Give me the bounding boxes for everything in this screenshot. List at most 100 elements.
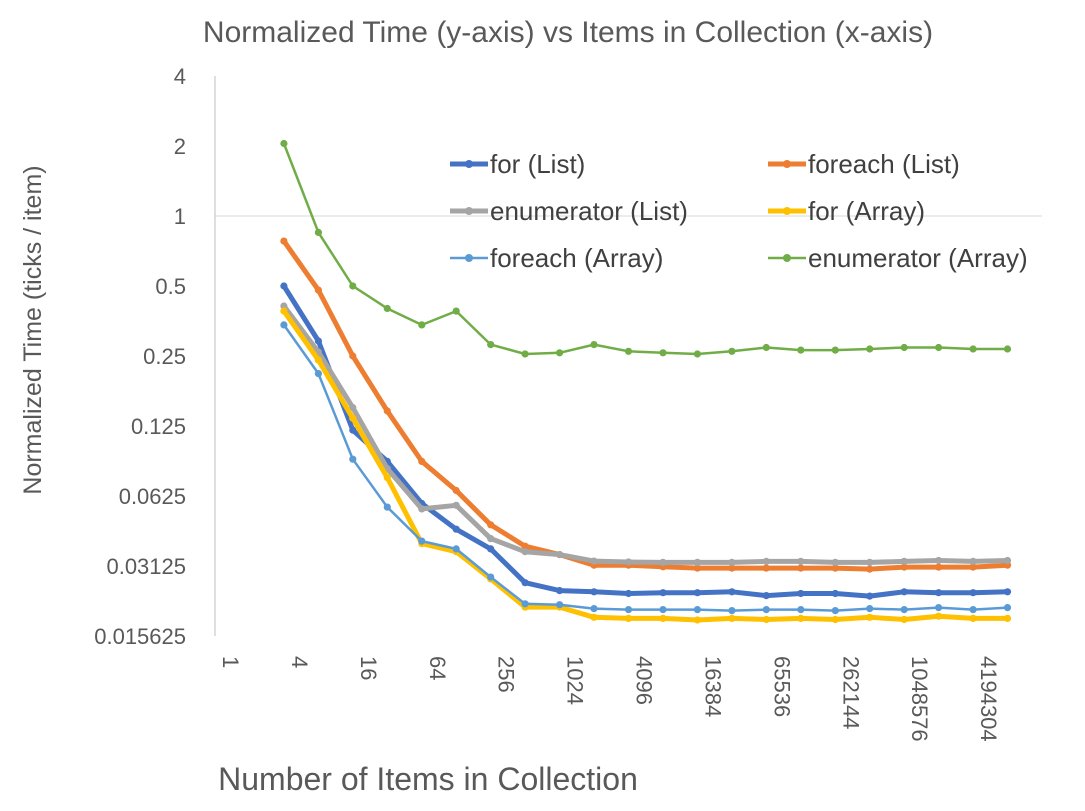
data-point <box>693 558 702 567</box>
data-point <box>693 350 702 358</box>
data-point <box>1003 556 1012 565</box>
data-point <box>831 558 839 567</box>
data-point <box>624 347 633 355</box>
data-point <box>900 563 908 571</box>
y-tick-label: 0.125 <box>131 414 186 439</box>
data-point <box>797 606 805 614</box>
data-point <box>280 307 288 315</box>
legend-item-for-list: for (List) <box>450 149 585 179</box>
data-point <box>590 605 598 613</box>
series-line-for-list <box>281 284 1008 599</box>
series-line-foreach-array <box>282 324 1008 612</box>
data-point <box>383 407 391 415</box>
data-point <box>831 615 839 624</box>
data-point <box>866 345 874 353</box>
y-tick-label: 0.25 <box>143 344 186 369</box>
legend-label: enumerator (Array) <box>808 243 1028 273</box>
data-point <box>866 592 874 600</box>
data-point <box>762 557 770 566</box>
data-point <box>866 565 874 573</box>
data-point <box>624 589 633 598</box>
series-line-foreach-list <box>281 239 1008 572</box>
legend-item-enumerator-list: enumerator (List) <box>450 196 688 226</box>
x-tick-label: 1048576 <box>907 656 932 742</box>
data-point <box>900 557 908 566</box>
data-point <box>728 564 736 572</box>
data-point <box>659 589 667 597</box>
data-point <box>728 347 736 355</box>
series-for-list <box>280 282 1012 600</box>
data-point <box>624 606 633 614</box>
y-tick-label: 0.03125 <box>106 554 186 579</box>
data-point <box>418 537 426 545</box>
x-tick-label: 65536 <box>769 656 794 717</box>
legend-label: enumerator (List) <box>490 196 688 226</box>
legend-marker <box>465 160 473 168</box>
data-point <box>935 343 943 352</box>
data-point <box>383 474 391 482</box>
data-point <box>728 558 736 567</box>
data-point <box>556 601 564 609</box>
series-enumerator-array <box>280 139 1012 358</box>
y-tick-label: 0.0625 <box>119 484 186 509</box>
data-point <box>487 545 495 553</box>
data-point <box>383 503 391 511</box>
data-point <box>452 525 460 533</box>
series-layer <box>280 139 1012 624</box>
data-point <box>314 228 322 236</box>
data-point <box>314 337 322 345</box>
data-point <box>314 286 322 294</box>
data-point <box>935 604 943 612</box>
data-point <box>969 345 977 353</box>
x-tick-label: 262144 <box>838 656 863 729</box>
y-tick-label: 2 <box>174 134 186 159</box>
data-point <box>728 607 736 615</box>
series-enumerator-list <box>280 302 1012 567</box>
data-point <box>349 426 357 434</box>
legend-item-for-array: for (Array) <box>768 196 925 226</box>
series-line-enumerator-list <box>281 304 1008 565</box>
data-point <box>900 615 908 624</box>
x-tick-label: 64 <box>425 656 450 680</box>
data-point <box>487 573 495 581</box>
data-point <box>659 606 667 614</box>
data-point <box>762 564 770 572</box>
data-point <box>797 564 805 572</box>
data-point <box>935 612 943 620</box>
data-point <box>349 352 357 360</box>
data-point <box>521 579 529 587</box>
data-point <box>693 606 702 614</box>
legend-label: for (Array) <box>808 196 925 226</box>
x-axis-title: Number of Items in Collection <box>218 761 638 797</box>
data-point <box>762 615 770 624</box>
series-line-enumerator-array <box>282 143 1008 356</box>
data-point <box>452 486 460 495</box>
x-tick-label: 4 <box>287 656 312 668</box>
data-point <box>659 558 667 567</box>
data-point <box>935 556 943 565</box>
y-axis-ticks: 0.015625 0.03125 0.0625 0.125 0.25 0.5 1 2 4 <box>94 64 186 649</box>
data-point <box>969 606 977 614</box>
data-point <box>900 343 908 352</box>
data-point <box>797 589 805 598</box>
x-tick-label: 16 <box>356 656 381 680</box>
data-point <box>349 404 357 412</box>
data-point <box>762 606 770 614</box>
data-point <box>349 282 357 290</box>
data-point <box>762 592 770 600</box>
data-point <box>866 558 874 567</box>
y-tick-label: 0.5 <box>155 274 186 299</box>
data-point <box>797 557 805 566</box>
data-point <box>831 589 839 598</box>
data-point <box>521 350 529 358</box>
data-point <box>693 564 702 572</box>
data-point <box>969 589 977 597</box>
data-point <box>693 616 702 624</box>
data-point <box>314 370 322 378</box>
legend-item-foreach-array: foreach (Array) <box>450 243 663 273</box>
data-point <box>556 587 564 595</box>
data-point <box>349 455 357 463</box>
data-point <box>1003 345 1012 353</box>
data-point <box>452 545 460 553</box>
data-point <box>521 548 529 556</box>
